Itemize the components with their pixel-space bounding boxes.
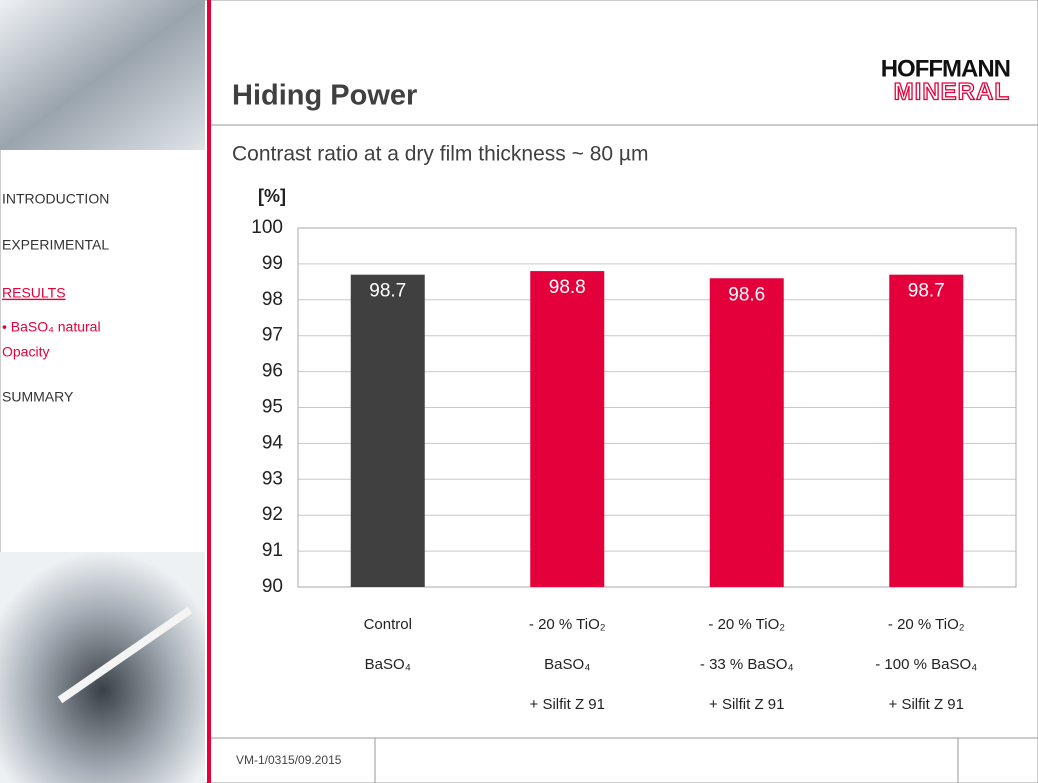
y-axis-label: [%] xyxy=(258,186,286,206)
y-tick-label: 91 xyxy=(262,540,283,561)
y-tick-label: 95 xyxy=(262,397,283,418)
x-tick-label: - 20 % TiO₂ xyxy=(529,616,606,633)
red-divider xyxy=(207,0,211,783)
nav-item: Opacity xyxy=(2,344,49,360)
x-tick-label: - 20 % TiO₂ xyxy=(888,616,965,633)
chart-title: Contrast ratio at a dry film thickness ~… xyxy=(232,143,649,166)
y-tick-label: 96 xyxy=(262,361,283,382)
data-label: 98.7 xyxy=(908,281,945,302)
nav-item: EXPERIMENTAL xyxy=(2,237,109,253)
footer-code: VM-1/0315/09.2015 xyxy=(236,753,342,767)
y-tick-label: 93 xyxy=(262,468,283,489)
x-tick-label: BaSO₄ xyxy=(544,656,590,673)
image-stripes xyxy=(40,156,205,549)
y-tick-label: 90 xyxy=(262,576,283,597)
data-label: 98.8 xyxy=(549,277,586,298)
y-tick-label: 92 xyxy=(262,504,283,525)
y-tick-label: 99 xyxy=(262,253,283,274)
nav-item: INTRODUCTION xyxy=(2,191,109,207)
sidebar-image-top xyxy=(0,0,205,150)
plot-border xyxy=(297,227,1017,588)
nav-item: RESULTS xyxy=(2,285,66,301)
logo-bottom: MINERAL xyxy=(894,78,1010,105)
y-tick-label: 97 xyxy=(262,325,283,346)
nav-item: SUMMARY xyxy=(2,389,74,405)
bar xyxy=(350,274,425,587)
x-tick-label: Control xyxy=(364,616,412,633)
x-tick-label: - 100 % BaSO₄ xyxy=(875,656,977,673)
x-tick-label: + Silfit Z 91 xyxy=(530,696,605,713)
bar xyxy=(889,274,964,587)
logo-top: HOFFMANN xyxy=(881,55,1010,82)
sidebar-nav: INTRODUCTION EXPERIMENTAL RESULTS • BaSO₄ n… xyxy=(2,191,109,405)
y-tick-label: 98 xyxy=(262,289,283,310)
x-tick-label: - 33 % BaSO₄ xyxy=(700,656,794,673)
data-label: 98.6 xyxy=(728,284,765,305)
y-tick-label: 100 xyxy=(251,217,283,238)
bar xyxy=(530,271,605,587)
x-tick-label: BaSO₄ xyxy=(365,656,411,673)
bar xyxy=(709,278,784,587)
y-tick-label: 94 xyxy=(262,432,284,453)
x-tick-label: + Silfit Z 91 xyxy=(709,696,784,713)
data-label: 98.7 xyxy=(369,281,406,302)
nav-item: • BaSO₄ natural xyxy=(2,319,101,335)
x-tick-label: + Silfit Z 91 xyxy=(889,696,964,713)
slide-title: Hiding Power xyxy=(232,80,417,112)
chart: 90 91 92 93 94 95 96 97 98 99 100 98.7 Control BaSO₄ 9… xyxy=(251,217,1017,713)
x-tick-label: - 20 % TiO₂ xyxy=(708,616,785,633)
train xyxy=(57,606,193,704)
